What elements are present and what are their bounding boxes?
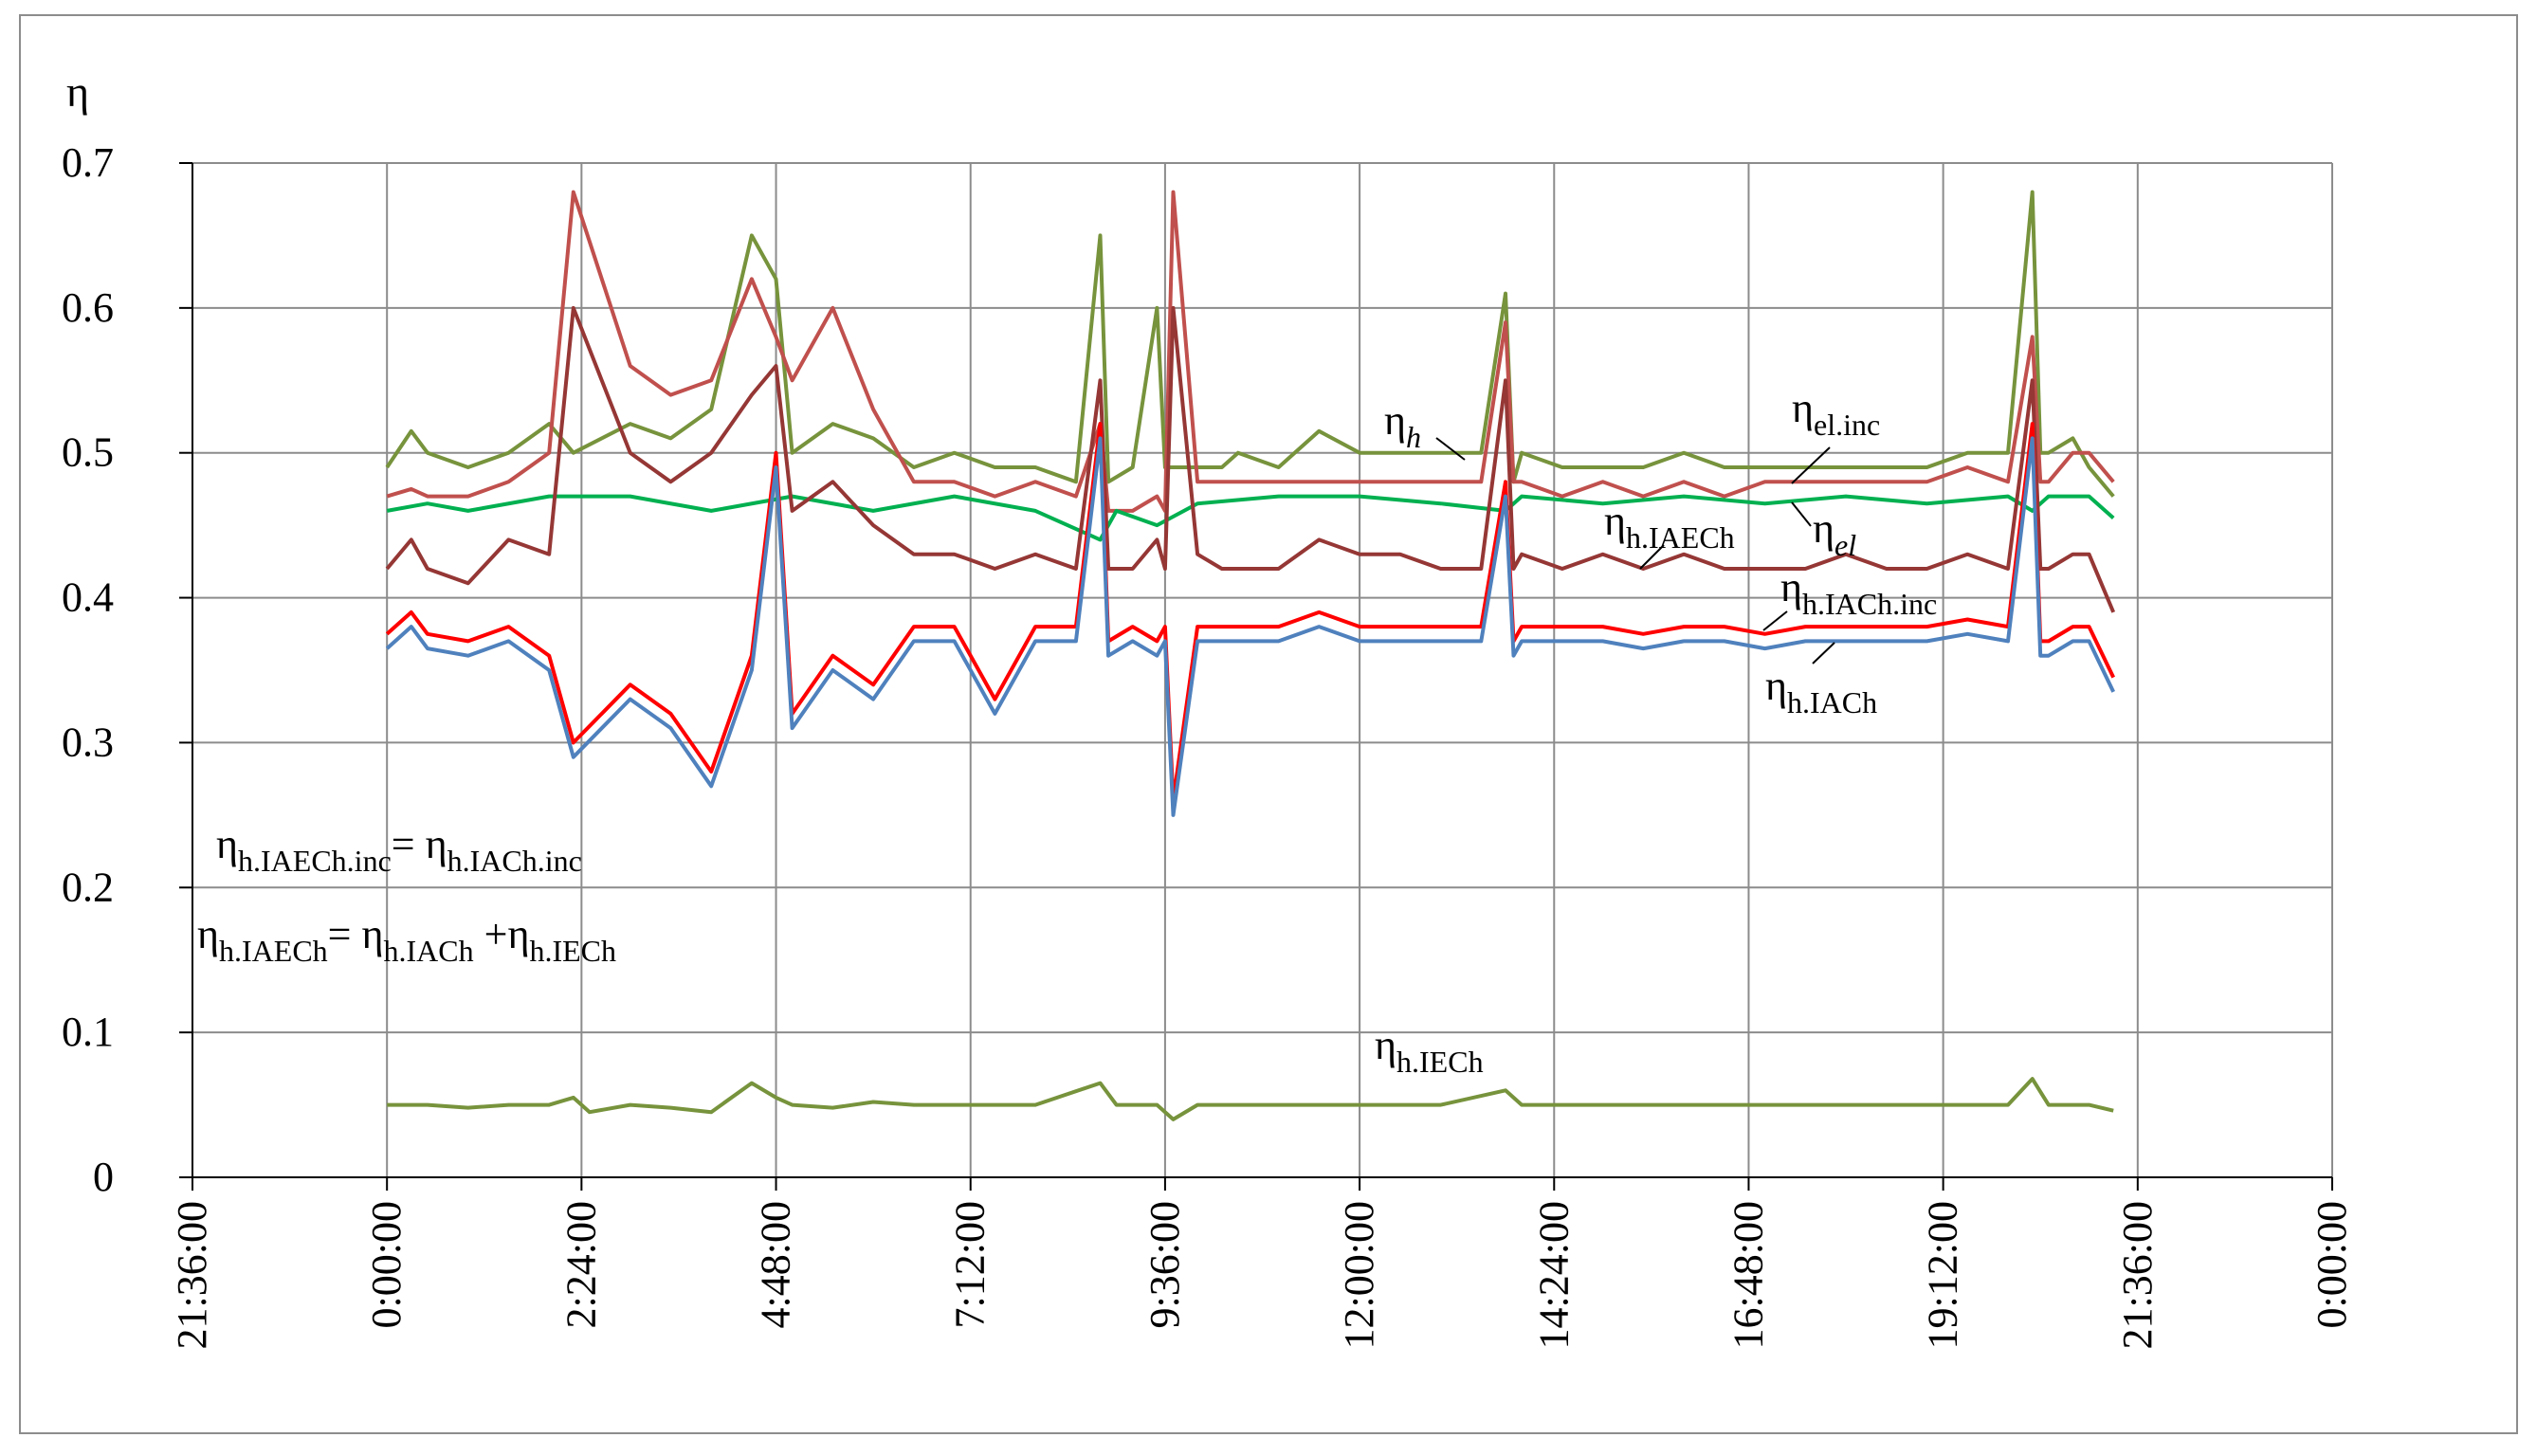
- y-tick-label: 0: [93, 1154, 114, 1200]
- label-eta-h-iach: ηh.IACh: [1765, 643, 1877, 719]
- series-line-eta-h: [387, 192, 2113, 497]
- axes: [179, 163, 2332, 1191]
- x-tick-label: 19:12:00: [1920, 1201, 1966, 1349]
- series-lines: [387, 192, 2113, 1119]
- series-line-eta-h-iech: [387, 1079, 2113, 1119]
- y-axis-label: η: [66, 67, 89, 116]
- y-tick-label: 0.5: [62, 429, 114, 476]
- label-eta-h-iach-inc: ηh.IACh.inc: [1763, 564, 1937, 630]
- formula-sum: ηh.IAECh= ηh.IACh +ηh.IECh: [197, 911, 616, 968]
- x-tick-label: 0:00:00: [2309, 1201, 2355, 1328]
- x-tick-label: 0:00:00: [363, 1201, 410, 1328]
- y-tick-label: 0.1: [62, 1009, 114, 1055]
- svg-text:ηh: ηh: [1384, 397, 1421, 454]
- y-tick-label: 0.7: [62, 139, 114, 186]
- x-tick-label: 7:12:00: [947, 1201, 994, 1328]
- x-tick-label: 16:48:00: [1725, 1201, 1771, 1349]
- x-tick-label: 21:36:00: [2114, 1201, 2161, 1349]
- x-tick-labels: 21:36:00 0:00:00 2:24:00 4:48:00 7:12:00 9:36…: [169, 1201, 2355, 1349]
- svg-text:ηel.inc: ηel.inc: [1792, 385, 1880, 442]
- y-tick-label: 0.4: [62, 574, 114, 621]
- formula-inc: ηh.IAECh.inc= ηh.IACh.inc: [216, 821, 582, 878]
- y-tick-label: 0.3: [62, 719, 114, 765]
- label-eta-el: ηel: [1792, 502, 1856, 562]
- y-tick-labels: 0 0.1 0.2 0.3 0.4 0.5 0.6 0.7: [62, 139, 114, 1200]
- x-tick-label: 4:48:00: [753, 1201, 799, 1328]
- y-tick-label: 0.6: [62, 284, 114, 331]
- x-tick-label: 21:36:00: [169, 1201, 215, 1349]
- x-tick-label: 2:24:00: [557, 1201, 604, 1328]
- series-line-eta-h-iaech: [387, 308, 2113, 612]
- svg-text:ηel: ηel: [1813, 505, 1856, 562]
- svg-text:ηh.IECh: ηh.IECh: [1375, 1022, 1484, 1079]
- label-eta-h-iech: ηh.IECh: [1375, 1022, 1484, 1079]
- x-tick-label: 12:00:00: [1336, 1201, 1382, 1349]
- label-eta-h: ηh: [1384, 397, 1465, 460]
- grid-lines: [192, 163, 2332, 1177]
- x-tick-label: 9:36:00: [1141, 1201, 1188, 1328]
- svg-text:ηh.IAECh: ηh.IAECh: [1604, 498, 1735, 555]
- svg-text:ηh.IACh.inc: ηh.IACh.inc: [1780, 564, 1937, 621]
- y-tick-label: 0.2: [62, 864, 114, 910]
- x-tick-label: 14:24:00: [1530, 1201, 1577, 1349]
- svg-text:ηh.IACh: ηh.IACh: [1765, 663, 1877, 719]
